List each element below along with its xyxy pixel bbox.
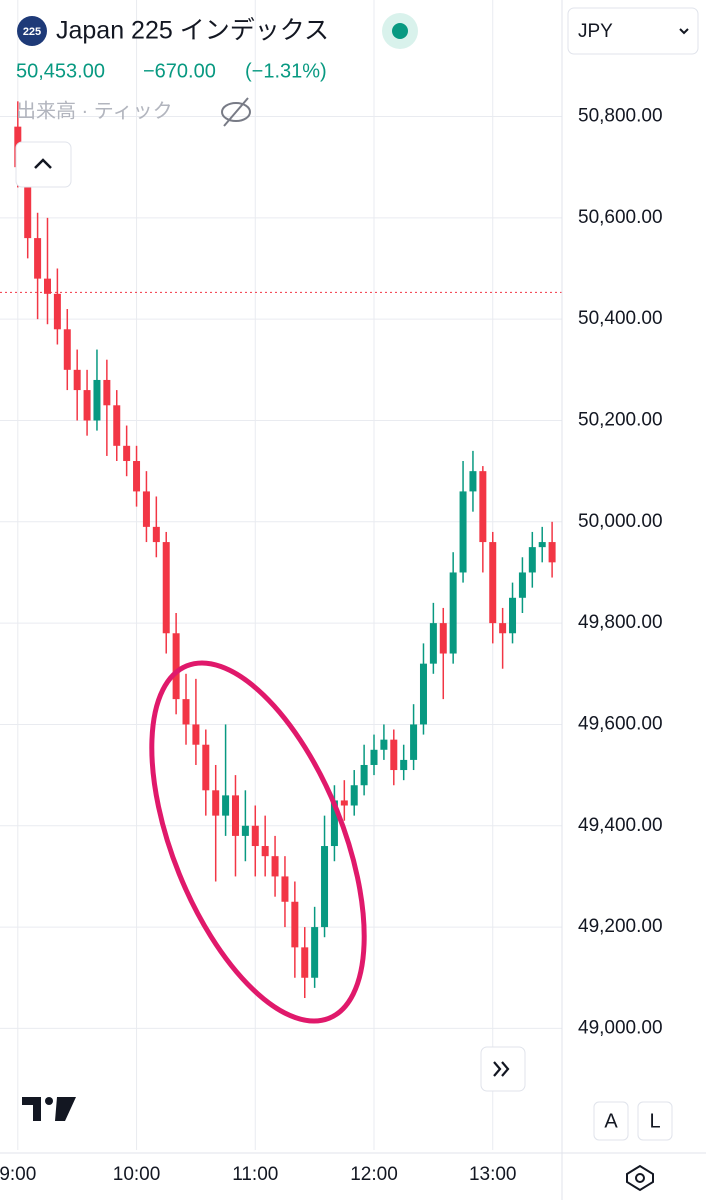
y-tick-label: 49,000.00 xyxy=(578,1017,663,1038)
candle-body xyxy=(34,238,42,279)
candle-body xyxy=(439,623,447,654)
currency: JPY xyxy=(578,21,613,42)
y-tick-label: 50,000.00 xyxy=(578,511,663,532)
auto-scale-button[interactable] xyxy=(593,1101,629,1141)
candle-body xyxy=(202,744,210,791)
candle-body xyxy=(489,542,497,624)
tv-logo xyxy=(22,1097,76,1121)
plot xyxy=(14,101,556,999)
collapse-button[interactable] xyxy=(15,141,72,188)
settings-icon[interactable] xyxy=(626,1164,654,1192)
candle-body xyxy=(241,825,249,836)
candle-body xyxy=(222,795,230,816)
candle-body xyxy=(370,749,378,765)
double-chevron xyxy=(493,1061,510,1077)
currency-select[interactable] xyxy=(567,7,699,55)
status-dot xyxy=(392,23,408,39)
candle-body xyxy=(73,369,81,391)
candle-body xyxy=(93,379,101,421)
candle-body xyxy=(83,390,91,421)
hide-icon[interactable] xyxy=(221,97,251,127)
candle-body xyxy=(410,724,418,760)
y-tick-label: 50,800.00 xyxy=(578,106,663,127)
y-tick-label: 50,200.00 xyxy=(578,410,663,431)
y-tick-label: 49,800.00 xyxy=(578,612,663,633)
candle-body xyxy=(251,825,259,847)
dropdown-caret xyxy=(679,28,689,35)
candle-body xyxy=(429,623,437,664)
candle-body xyxy=(360,764,368,786)
candle-body xyxy=(330,800,338,847)
candle-body xyxy=(538,542,546,548)
scroll-right-button[interactable] xyxy=(480,1046,526,1092)
candle-body xyxy=(212,790,220,816)
candle-body xyxy=(340,800,348,806)
candle-body xyxy=(469,471,477,492)
last-price: 50,453.00 xyxy=(16,60,105,82)
candle-body xyxy=(53,293,61,330)
chart-title: Japan 225 インデックス xyxy=(56,17,329,45)
candle-body xyxy=(142,491,150,527)
candle-body xyxy=(390,739,398,771)
candle-body xyxy=(400,759,408,771)
axes: 49,000.00 49,200.00 49,400.00 49,600.00 49,8… xyxy=(0,106,663,1185)
log-scale-button[interactable] xyxy=(637,1101,673,1141)
symbol-badge xyxy=(17,16,47,46)
symbol-badge-text: 225 xyxy=(23,26,41,38)
grid xyxy=(0,0,562,1150)
candle-body xyxy=(182,699,190,725)
candle-body xyxy=(479,471,487,543)
candle-body xyxy=(123,445,131,462)
candle-body xyxy=(63,329,71,370)
candle-body xyxy=(281,876,289,902)
candle-body xyxy=(231,795,239,836)
price-change-pct: (−1.31%) xyxy=(245,60,327,82)
chevron-up xyxy=(34,158,52,169)
candle-body xyxy=(261,846,269,857)
volume-label: 出来高 · ティック xyxy=(16,99,173,122)
candle-body xyxy=(152,526,160,543)
x-tick-label: 10:00 xyxy=(113,1164,161,1185)
candle-body xyxy=(321,846,329,928)
candle-body xyxy=(192,724,200,745)
candle-body xyxy=(162,542,170,634)
candle-body xyxy=(133,461,141,492)
candle-body xyxy=(528,547,536,573)
candle-body xyxy=(509,597,517,634)
candle-body xyxy=(449,572,457,654)
candle-body xyxy=(103,379,111,406)
x-tick-label: 11:00 xyxy=(232,1164,278,1185)
candle-body xyxy=(291,901,299,948)
candle-body xyxy=(350,785,358,806)
candle-body xyxy=(113,405,121,446)
x-tick-label: 12:00 xyxy=(350,1164,398,1185)
candle-body xyxy=(548,542,556,563)
auto-scale-label: A xyxy=(604,1110,618,1132)
x-tick-label: 13:00 xyxy=(469,1164,517,1185)
candle-body xyxy=(380,739,388,750)
log-scale-label: L xyxy=(649,1110,660,1132)
candle-body xyxy=(518,572,526,598)
candle-body xyxy=(301,947,309,978)
candle-body xyxy=(24,167,32,239)
y-tick-label: 50,400.00 xyxy=(578,308,663,329)
price-change: −670.00 xyxy=(143,60,216,82)
y-tick-label: 50,600.00 xyxy=(578,207,663,228)
candle-body xyxy=(419,663,427,725)
annotation-ellipse xyxy=(149,660,367,1024)
y-tick-label: 49,400.00 xyxy=(578,815,663,836)
candle-body xyxy=(172,633,180,700)
y-tick-label: 49,200.00 xyxy=(578,916,663,937)
candle-body xyxy=(43,278,51,294)
x-tick-label: 9:00 xyxy=(0,1164,36,1185)
candle-body xyxy=(311,927,319,978)
y-tick-label: 49,600.00 xyxy=(578,713,663,734)
candle-body xyxy=(499,623,507,634)
candle-body xyxy=(459,491,467,573)
candle-body xyxy=(271,856,279,877)
